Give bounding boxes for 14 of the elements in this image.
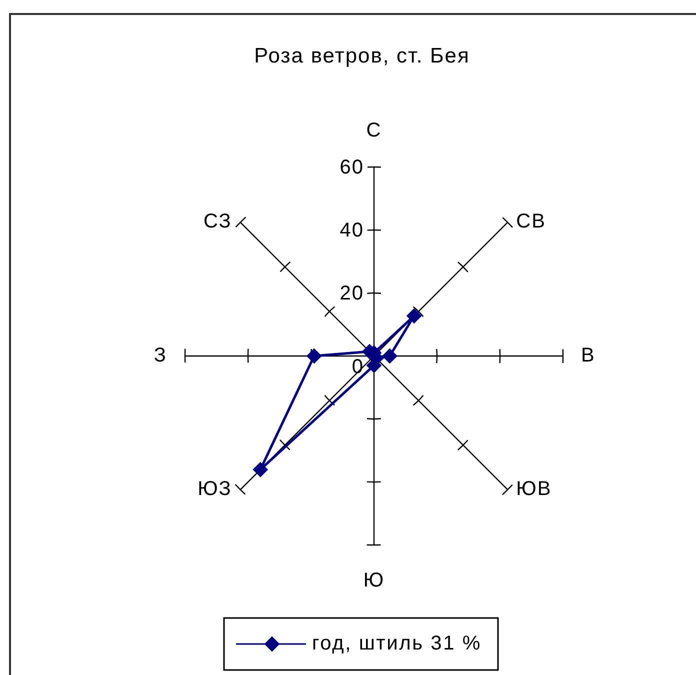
y-tick-label: 40 — [340, 219, 364, 242]
spoke-label: СЗ — [204, 210, 232, 233]
spoke-label: ЮВ — [516, 478, 552, 500]
spoke-label: С — [366, 119, 382, 142]
y-tick-label: 60 — [340, 156, 364, 178]
spoke-label: В — [581, 344, 596, 366]
y-tick-label: 0 — [352, 356, 364, 378]
spoke-label: СВ — [516, 210, 546, 233]
spoke-label: Ю — [363, 569, 385, 592]
legend-label: год, штиль 31 % — [312, 632, 482, 654]
y-tick-label: 20 — [340, 282, 364, 304]
chart-title: Роза ветров, ст. Бея — [254, 44, 470, 68]
spoke-label: З — [154, 344, 167, 366]
spoke-label: ЮЗ — [198, 478, 232, 500]
